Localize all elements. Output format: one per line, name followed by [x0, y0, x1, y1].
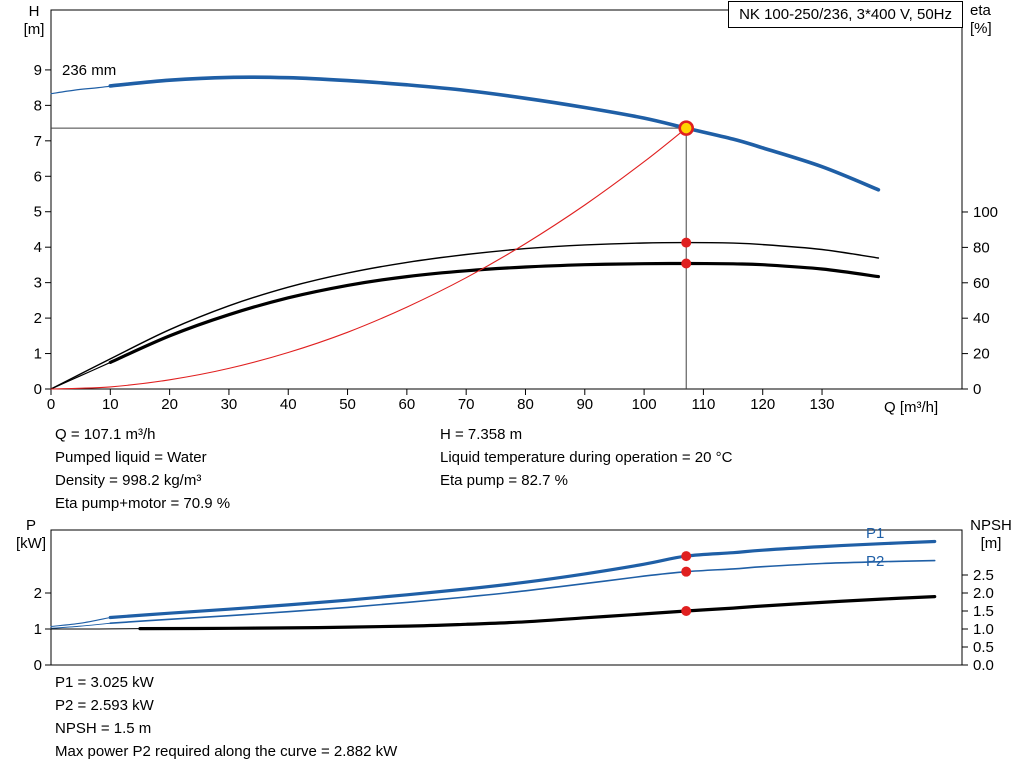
p1-curve-label: P1 — [866, 525, 885, 542]
y-right-tick-label: 0.5 — [973, 639, 994, 656]
x-tick-label: 10 — [102, 396, 119, 413]
pump-model-title: NK 100-250/236, 3*400 V, 50Hz — [728, 1, 963, 28]
plot-frame — [50, 9, 963, 390]
plot-frame — [50, 529, 963, 666]
p-axis-label: P [kW] — [9, 517, 53, 553]
y-left-tick-label: 1 — [34, 346, 42, 363]
x-tick-label: 90 — [576, 396, 593, 413]
npsh-axis-symbol: NPSH — [970, 517, 1012, 534]
y-left-tick-label: 6 — [34, 168, 42, 185]
eta-pump-motor-start-thin — [50, 361, 111, 390]
flow-readout: Q = 107.1 m³/h — [55, 426, 156, 443]
y-left-tick-label: 3 — [34, 275, 42, 292]
y-left-tick-label: 2 — [34, 585, 42, 602]
y-right-tick-label: 40 — [973, 310, 990, 327]
npsh-axis-unit: [m] — [980, 535, 1002, 552]
y-left-tick-label: 1 — [34, 621, 42, 638]
x-tick-label: 130 — [810, 396, 835, 413]
x-tick-label: 120 — [750, 396, 775, 413]
duty-point[interactable] — [678, 120, 695, 136]
x-tick-label: 30 — [221, 396, 238, 413]
eta-pump-curve — [50, 241, 880, 390]
x-tick-label: 60 — [399, 396, 416, 413]
max-p2-readout: Max power P2 required along the curve = … — [55, 743, 398, 760]
pumped-liquid-readout: Pumped liquid = Water — [55, 449, 207, 466]
p2-curve-label: P2 — [866, 553, 885, 570]
y-left-tick-label: 9 — [34, 62, 42, 79]
impeller-diameter-label: 236 mm — [62, 62, 117, 79]
p1-point — [681, 551, 692, 562]
eta-pump-readout: Eta pump = 82.7 % — [440, 472, 568, 489]
y-left-tick-label: 8 — [34, 97, 42, 114]
p-axis-unit: [kW] — [16, 535, 46, 552]
x-tick-label: 20 — [161, 396, 178, 413]
y-left-tick-label: 0 — [34, 381, 42, 398]
eta-axis-label: eta [%] — [970, 2, 992, 38]
eta-axis-symbol: eta — [970, 2, 991, 19]
y-right-tick-label: 2.0 — [973, 585, 994, 602]
eta-pump-motor-curve — [108, 261, 880, 364]
p1-start-thin — [50, 616, 111, 628]
p2-readout: P2 = 2.593 kW — [55, 697, 154, 714]
eta-pump-motor-point — [681, 258, 692, 269]
y-right-tick-label: 0.0 — [973, 657, 994, 674]
duty-readouts-right: H = 7.358 m Liquid temperature during op… — [440, 423, 732, 492]
npsh-readout: NPSH = 1.5 m — [55, 720, 152, 737]
y-right-tick-label: 1.0 — [973, 621, 994, 638]
y-left-tick-label: 5 — [34, 204, 42, 221]
x-tick-label: 50 — [339, 396, 356, 413]
q-axis-label: Q [m³/h] — [884, 399, 939, 416]
qh-curve-236mm — [108, 75, 881, 192]
y-right-tick-label: 2.5 — [973, 567, 994, 584]
h-axis-unit: [m] — [23, 21, 45, 38]
y-right-tick-label: 60 — [973, 275, 990, 292]
p1-curve — [108, 539, 937, 620]
eta-pump-motor-readout: Eta pump+motor = 70.9 % — [55, 495, 231, 512]
head-readout: H = 7.358 m — [440, 426, 523, 443]
system-resistance-curve — [50, 127, 687, 390]
p-axis-symbol: P — [25, 517, 36, 534]
p2-curve — [109, 559, 936, 624]
x-tick-label: 100 — [632, 396, 657, 413]
p1-readout: P1 = 3.025 kW — [55, 674, 154, 691]
liquid-temperature-readout: Liquid temperature during operation = 20… — [440, 449, 733, 466]
x-tick-label: 70 — [458, 396, 475, 413]
h-axis-symbol: H — [28, 3, 40, 20]
p2-point — [681, 566, 692, 577]
x-tick-label: 0 — [47, 396, 55, 413]
npsh-point — [681, 606, 692, 616]
eta-pump-point — [681, 237, 692, 248]
h-axis-label: H [m] — [12, 3, 56, 39]
y-left-tick-label: 0 — [34, 657, 42, 674]
y-right-tick-label: 0 — [973, 381, 981, 398]
y-right-tick-label: 80 — [973, 239, 990, 256]
x-tick-label: 40 — [280, 396, 297, 413]
y-right-tick-label: 1.5 — [973, 603, 994, 620]
npsh-axis-label: NPSH [m] — [962, 517, 1020, 553]
y-right-tick-label: 20 — [973, 346, 990, 363]
x-tick-label: 80 — [517, 396, 534, 413]
x-tick-label: 110 — [691, 396, 715, 413]
y-left-tick-label: 2 — [34, 310, 42, 327]
p2-start-thin — [50, 622, 111, 629]
density-readout: Density = 998.2 kg/m³ — [55, 472, 202, 489]
y-left-tick-label: 4 — [34, 239, 42, 256]
eta-axis-unit: [%] — [970, 20, 992, 37]
npsh-curve — [138, 595, 937, 631]
duty-readouts-left: Q = 107.1 m³/h Pumped liquid = Water Den… — [55, 423, 230, 515]
y-right-tick-label: 100 — [973, 204, 998, 221]
y-left-tick-label: 7 — [34, 133, 42, 150]
power-readouts: P1 = 3.025 kW P2 = 2.593 kW NPSH = 1.5 m… — [55, 671, 397, 763]
